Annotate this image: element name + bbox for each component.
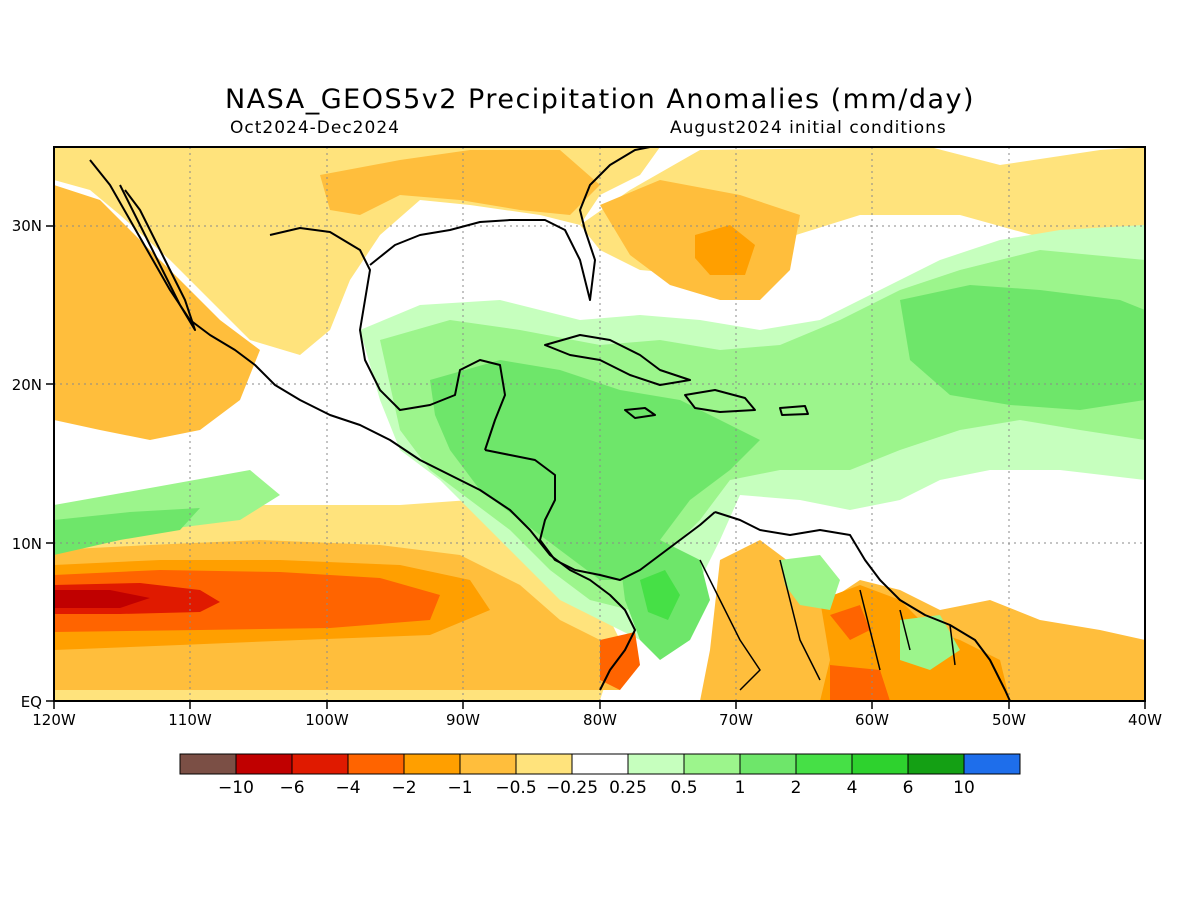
cuba [544,334,691,386]
colorbar-label: 2 [791,778,802,798]
initial-conditions-label: August2024 initial conditions [670,118,947,138]
colorbar-swatch [739,753,797,775]
colorbar: −10 −6 −4 −2 −1 −0.5 −0.25 0.25 0.5 1 2 4 6 10 [179,753,1021,798]
colorbar-swatch [347,753,405,775]
colorbar-labels: −10 −6 −4 −2 −1 −0.5 −0.25 0.25 0.5 1 2 4 6 10 [218,778,975,798]
lat-label: 10N [12,535,42,553]
lon-label: 100W [305,711,349,729]
lon-label: 90W [446,711,480,729]
colorbar-label: 6 [903,778,914,798]
graticule [54,147,1145,701]
colorbar-label: 4 [847,778,858,798]
colorbar-label: −2 [391,778,416,798]
dry-region-ecuador [600,632,640,690]
lat-label: EQ [21,693,42,711]
puerto-rico [779,405,809,416]
colorbar-label: 10 [953,778,975,798]
colorbar-label: −4 [335,778,360,798]
south-america-north-coast [714,511,1011,701]
axis-ticks [46,225,1146,709]
colorbar-swatch [403,753,461,775]
dry-region-south-america-south [830,665,890,701]
dry-region-pacific-darkcore [54,590,150,608]
latitude-labels: 30N 20N 10N EQ [12,217,42,711]
colorbar-label: −10 [218,778,254,798]
colorbar-label: 1 [735,778,746,798]
colorbar-swatch [963,753,1021,775]
wet-region-venezuela [780,555,840,610]
wet-region-atlantic-east [900,285,1145,410]
colorbar-label: −0.5 [495,778,536,798]
dry-region-gulf-coast [320,150,600,215]
coastlines [89,147,1011,701]
dry-region-guianas-core [830,605,870,640]
lon-label: 70W [719,711,753,729]
map-title: NASA_GEOS5v2 Precipitation Anomalies (mm… [224,84,976,115]
central-america [484,449,716,581]
wet-region-amazon [900,615,960,670]
lon-label: 60W [855,711,889,729]
dry-region-north-america-moderate [54,185,260,440]
colorbar-label: −1 [447,778,472,798]
jamaica [624,407,656,419]
colorbar-swatch [571,753,629,775]
lat-label: 20N [12,376,42,394]
colorbar-swatch [235,753,293,775]
colorbar-label: 0.5 [670,778,697,798]
gulf-coast [269,227,506,451]
us-gulf-coast [369,147,651,301]
lon-label: 110W [168,711,212,729]
colorbar-label: −6 [279,778,304,798]
colorbar-swatches [179,753,1021,775]
colorbar-swatch [683,753,741,775]
lon-label: 50W [992,711,1026,729]
colorbar-swatch [179,753,237,775]
lon-label: 40W [1128,711,1162,729]
hispaniola [684,389,756,413]
longitude-labels: 120W 110W 100W 90W 80W 70W 60W 50W 40W [32,711,1162,729]
colorbar-swatch [291,753,349,775]
colorbar-label: 0.25 [609,778,647,798]
colorbar-label: −0.25 [546,778,598,798]
forecast-period: Oct2024-Dec2024 [230,118,400,138]
wet-region-caribbean-core [430,360,760,580]
colorbar-swatch [851,753,909,775]
baja-california [119,184,196,331]
colorbar-swatch [515,753,573,775]
colorbar-swatch [459,753,517,775]
anomaly-field [54,147,1145,701]
lon-label: 120W [32,711,76,729]
lat-label: 30N [12,217,42,235]
wet-region-colombia-core [640,570,680,620]
colorbar-swatch [907,753,965,775]
colorbar-swatch [795,753,853,775]
dry-region-west-atlantic-core [695,225,755,275]
south-america-interior-borders [699,559,956,691]
lon-label: 80W [583,711,617,729]
colorbar-swatch [627,753,685,775]
